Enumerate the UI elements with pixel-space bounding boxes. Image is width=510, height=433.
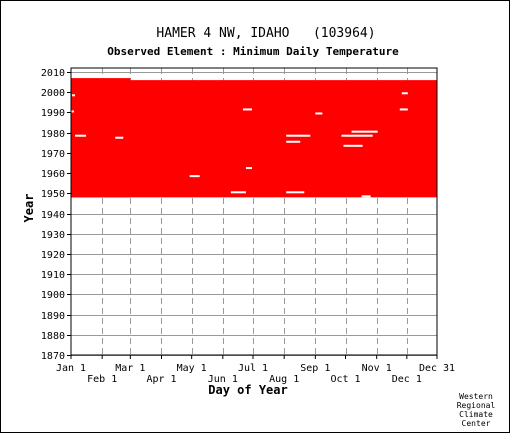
x-tick-label: May 1 [177,363,207,374]
x-tick-label: Apr 1 [146,374,176,385]
x-tick-label: Oct 1 [330,374,360,385]
y-tick-label: 2000 [41,88,65,99]
credit-line-1: Western [459,392,493,401]
y-tick-label: 1930 [41,230,65,241]
y-tick-label: 1870 [41,351,65,362]
x-tick-label: Jun 1 [208,374,238,385]
data-coverage [71,78,437,198]
y-tick-label: 1880 [41,331,65,342]
x-tick-label: Feb 1 [87,374,117,385]
credit-line-3: Climate [459,410,493,419]
y-tick-label: 1940 [41,210,65,221]
plot-border [70,67,438,356]
missing-segment [399,108,408,111]
missing-segment [245,167,252,170]
data-coverage-block [71,80,437,198]
x-tick-label: Dec 31 [419,363,455,374]
y-tick-label: 1980 [41,129,65,140]
y-tick-label: 1970 [41,149,65,160]
credit-line-4: Center [462,419,491,428]
y-tick-label: 1960 [41,169,65,180]
missing-segment [75,134,87,137]
missing-segment [351,130,378,133]
missing-segment [71,110,75,113]
missing-segment [341,134,373,137]
missing-segment [189,175,200,178]
x-tick-label: Jul 1 [238,363,268,374]
y-tick-label: 1990 [41,108,65,119]
chart-title: HAMER 4 NW, IDAHO (103964) [156,26,375,41]
y-tick-label: 1920 [41,250,65,261]
missing-segment [286,191,305,194]
y-axis-label: Year [22,194,36,223]
x-tick-label: Dec 1 [392,374,422,385]
missing-segment [343,144,363,147]
y-tick-label: 1950 [41,189,65,200]
missing-segment [115,136,124,139]
credit-block: Western Regional Climate Center [457,392,496,428]
credit-line-2: Regional [457,401,496,410]
x-tick-label: Jan 1 [56,363,86,374]
x-axis-label: Day of Year [208,383,287,397]
missing-segment [286,134,311,137]
x-tick-label: Mar 1 [115,363,145,374]
x-tick-label: Sep 1 [300,363,330,374]
missing-segment [315,112,323,115]
y-tick-label: 1890 [41,311,65,322]
chart-subtitle: Observed Element : Minimum Daily Tempera… [107,45,399,58]
y-axis-ticks: 1870 1880 1890 1900 1910 1920 1930 1940 1950 1960… [41,68,71,362]
y-tick-label: 1900 [41,290,65,301]
missing-segment [286,140,301,143]
missing-segment [242,108,252,111]
x-tick-label: Nov 1 [362,363,392,374]
x-tick-label: Aug 1 [269,374,299,385]
y-tick-label: 1910 [41,270,65,281]
missing-segment [361,195,371,198]
missing-segment [72,94,76,97]
missing-segment [230,191,246,194]
missing-segment [401,92,408,95]
x-axis-ticks: Jan 1 Mar 1 May 1 Jul 1 Sep 1 Nov 1 Dec 31 Feb … [56,355,455,385]
y-tick-label: 2010 [41,68,65,79]
missing-data [71,92,408,198]
